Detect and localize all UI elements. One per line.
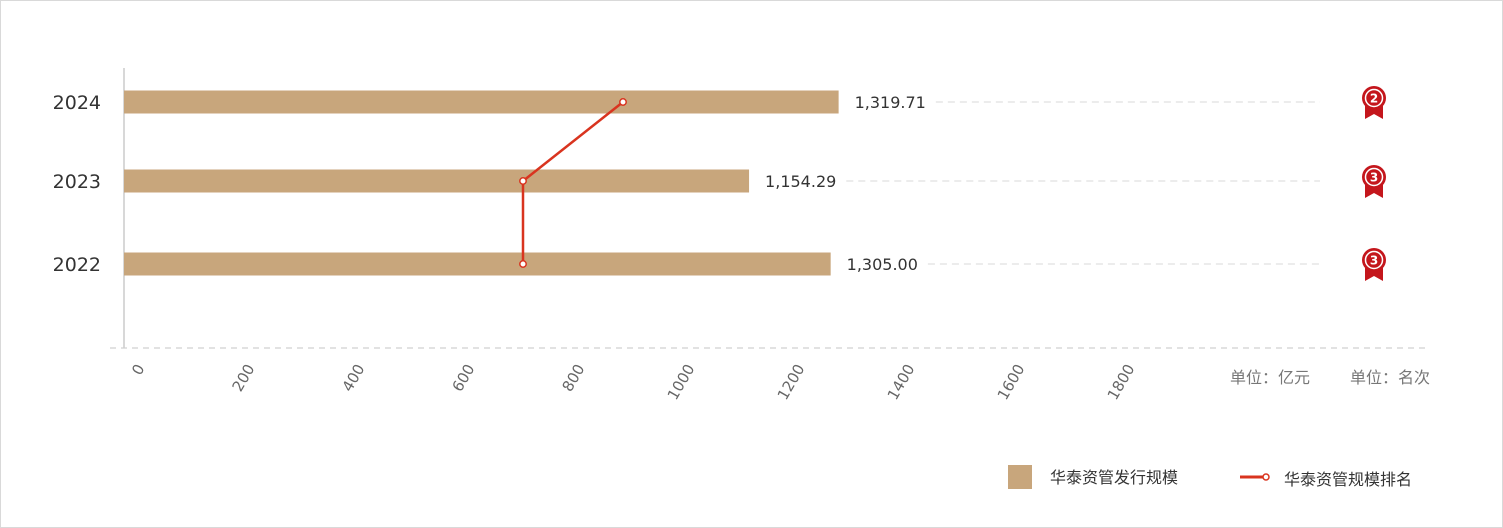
x-tick-layer: 0 200 400 600 800 1000 1200 1400 1600 1800 [128,361,1138,403]
rank-point-2024[interactable] [619,98,627,106]
label-layer: 1,305.00 1,154.29 1,319.71 [765,93,926,274]
x-tick-label-1800: 1800 [1104,361,1139,403]
medal-ring-icon [1364,250,1384,270]
x-tick-label-1000: 1000 [664,361,699,403]
rank-number-2023: 3 [1370,171,1378,185]
rank-badge-2024: 2 [1362,86,1386,119]
x-tick-label-200: 200 [229,361,259,395]
rank-line-layer [519,98,627,268]
y-tick-label-2024: 2024 [53,92,101,114]
bar-2022[interactable] [124,252,831,276]
bar-layer [124,90,839,276]
legend-item-bar[interactable]: 华泰资管发行规模 [1008,465,1178,489]
rank-badge-2023: 3 [1362,165,1386,198]
x-tick-label-0: 0 [128,361,148,378]
rank-point-2023[interactable] [519,177,527,185]
bar-2024[interactable] [124,90,839,114]
legend-swatch-bar [1008,465,1032,489]
rank-badge-2022: 3 [1362,248,1386,281]
x-tick-label-400: 400 [339,361,369,395]
legend-item-line[interactable]: 华泰资管规模排名 [1240,470,1412,489]
x-tick-label-1400: 1400 [884,361,919,403]
unit-label-primary: 单位：亿元 [1230,368,1310,387]
x-tick-label-800: 800 [559,361,589,395]
legend-label-line: 华泰资管规模排名 [1284,470,1412,489]
axis-layer [110,68,1430,349]
bar-value-label-2023: 1,154.29 [765,172,836,191]
y-tick-label-2023: 2023 [53,171,101,193]
legend-swatch-marker [1262,473,1270,481]
rank-point-2022[interactable] [519,260,527,268]
medal-ring-icon [1364,167,1384,187]
rank-number-2024: 2 [1370,92,1378,106]
bar-value-label-2024: 1,319.71 [855,93,926,112]
y-tick-label-2022: 2022 [53,254,101,276]
bar-2023[interactable] [124,169,750,193]
bar-value-label-2022: 1,305.00 [847,255,918,274]
unit-label-secondary: 单位：名次 [1350,368,1430,387]
x-tick-label-1600: 1600 [994,361,1029,403]
y-tick-layer: 2022 2023 2024 [53,92,101,276]
x-tick-label-1200: 1200 [774,361,809,403]
legend: 华泰资管发行规模 华泰资管规模排名 [1008,465,1412,489]
x-tick-label-600: 600 [449,361,479,395]
rank-number-2022: 3 [1370,254,1378,268]
grid-layer [846,101,1320,265]
rank-badge-layer: 3 3 2 [1362,86,1386,281]
medal-ring-icon [1364,88,1384,108]
legend-label-bar: 华泰资管发行规模 [1050,468,1178,487]
